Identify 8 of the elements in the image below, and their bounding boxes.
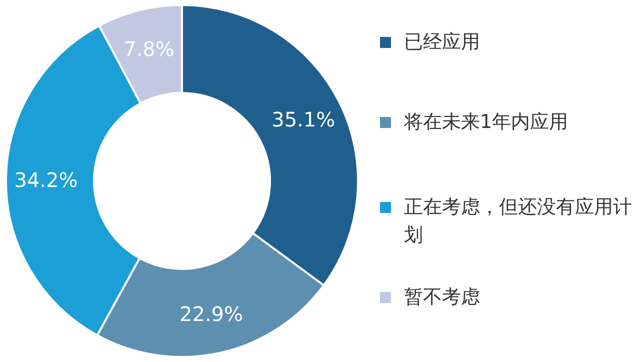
data-label: 7.8%: [124, 37, 174, 62]
data-label: 34.2%: [14, 168, 78, 192]
legend-label: 正在考虑，但还没有应用计划: [404, 196, 632, 246]
data-label: 35.1%: [272, 108, 336, 132]
legend-label: 暂不考虑: [404, 286, 480, 308]
legend-label: 已经应用: [404, 31, 480, 53]
data-label: 22.9%: [179, 302, 244, 326]
legend-label: 将在未来1年内应用: [403, 111, 568, 133]
